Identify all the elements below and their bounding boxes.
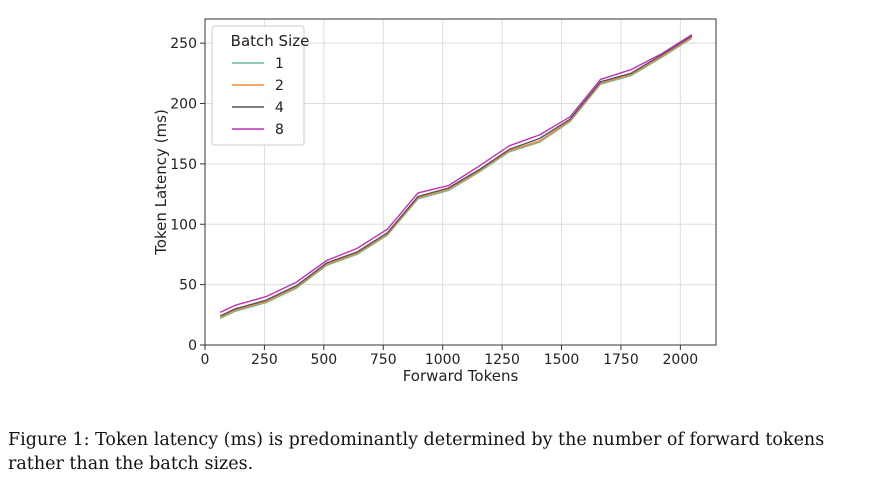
legend-label-4: 4 bbox=[275, 100, 284, 116]
y-tick-label: 100 bbox=[170, 217, 197, 233]
plot-frame bbox=[204, 18, 717, 346]
series-line-2 bbox=[219, 36, 693, 318]
axes: 0 250 500 750 1000 1250 1500 1750 20000501001502… bbox=[152, 36, 698, 385]
x-tick-label: 750 bbox=[370, 352, 397, 368]
legend-label-8: 8 bbox=[275, 122, 284, 138]
x-tick-label: 2000 bbox=[663, 352, 699, 368]
x-tick-label: 1250 bbox=[484, 352, 520, 368]
y-tick-label: 200 bbox=[170, 97, 197, 113]
series-line-1 bbox=[219, 37, 693, 320]
x-axis-title: Forward Tokens bbox=[403, 367, 519, 385]
y-tick-label: 250 bbox=[170, 36, 197, 52]
y-tick-label: 150 bbox=[170, 157, 197, 173]
latency-chart: 0 250 500 750 1000 1250 1500 1750 20000501001502… bbox=[152, 18, 717, 385]
x-tick-label: 0 bbox=[201, 352, 210, 368]
legend-label-2: 2 bbox=[275, 78, 284, 94]
legend-title: Batch Size bbox=[231, 32, 310, 50]
legend: Batch Size 1 2 4 8 bbox=[211, 25, 310, 146]
y-tick-label: 0 bbox=[188, 338, 197, 354]
x-tick-label: 500 bbox=[310, 352, 337, 368]
x-tick-label: 250 bbox=[251, 352, 278, 368]
figure-caption: Figure 1: Token latency (ms) is predomin… bbox=[8, 430, 825, 474]
series-lines bbox=[219, 34, 693, 320]
x-tick-label: 1000 bbox=[425, 352, 461, 368]
series-line-4 bbox=[219, 35, 693, 317]
series-line-8 bbox=[219, 34, 693, 314]
x-tick-label: 1500 bbox=[544, 352, 580, 368]
y-axis-title: Token Latency (ms) bbox=[152, 109, 170, 256]
y-tick-label: 50 bbox=[179, 278, 197, 294]
legend-label-1: 1 bbox=[275, 56, 284, 72]
x-tick-label: 1750 bbox=[603, 352, 639, 368]
